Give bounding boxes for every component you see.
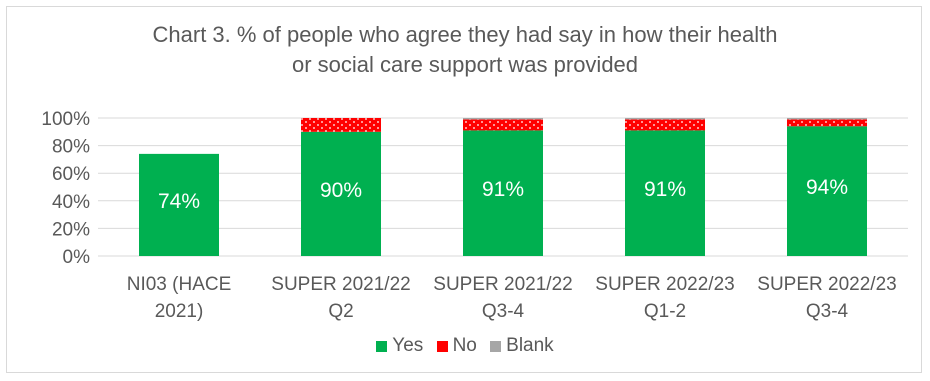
- x-tick-label: Q3-4: [482, 301, 525, 322]
- bar-blank: [787, 118, 867, 120]
- legend-item-yes: Yes: [376, 335, 423, 357]
- x-tick-label: Q2: [328, 301, 353, 322]
- bar-no: [301, 118, 381, 132]
- y-tick-label: 80%: [52, 137, 90, 158]
- y-tick-label: 40%: [52, 192, 90, 213]
- chart-title-line-1: Chart 3. % of people who agree they had …: [152, 22, 778, 47]
- chart-title-line-2: or social care support was provided: [291, 52, 639, 77]
- x-tick-label: Q1-2: [644, 301, 686, 322]
- x-tick-label: SUPER 2022/23: [595, 274, 734, 295]
- legend-item-no: No: [436, 335, 477, 357]
- data-label: 94%: [806, 176, 848, 199]
- bar-yes: [787, 126, 867, 256]
- x-tick-label: SUPER 2021/22: [271, 274, 410, 295]
- data-label: 90%: [320, 179, 362, 202]
- bar-yes: [463, 130, 543, 256]
- bar-no: [625, 119, 705, 131]
- legend-swatch-yes: [376, 340, 388, 352]
- legend-swatch-blank: [490, 340, 502, 352]
- legend-item-blank: Blank: [490, 335, 554, 357]
- bar-no: [463, 119, 543, 131]
- x-tick-label: Q3-4: [806, 301, 849, 322]
- bar-no: [787, 119, 867, 127]
- x-tick-label: SUPER 2022/23: [757, 274, 896, 295]
- legend-label-blank: Blank: [506, 335, 554, 356]
- bar-yes: [301, 131, 381, 256]
- data-label: 74%: [158, 190, 200, 213]
- legend-label-no: No: [452, 335, 477, 356]
- legend-swatch-no: [436, 340, 448, 352]
- chart-title: Chart 3. % of people who agree they had …: [0, 20, 930, 80]
- bar-yes: [139, 153, 219, 256]
- x-tick-label: NI03 (HACE: [127, 274, 232, 295]
- y-tick-label: 60%: [52, 164, 90, 185]
- data-label: 91%: [482, 178, 524, 201]
- bar-blank: [625, 118, 705, 120]
- x-tick-label: 2021): [155, 301, 204, 322]
- data-label: 91%: [644, 178, 686, 201]
- x-tick-label: SUPER 2021/22: [433, 274, 572, 295]
- bar-blank: [463, 118, 543, 120]
- y-tick-label: 100%: [41, 109, 90, 130]
- bar-yes: [625, 130, 705, 256]
- y-tick-label: 20%: [52, 219, 90, 240]
- legend-label-yes: Yes: [392, 335, 424, 356]
- legend: Yes No Blank: [0, 335, 930, 358]
- y-tick-label: 0%: [63, 247, 91, 268]
